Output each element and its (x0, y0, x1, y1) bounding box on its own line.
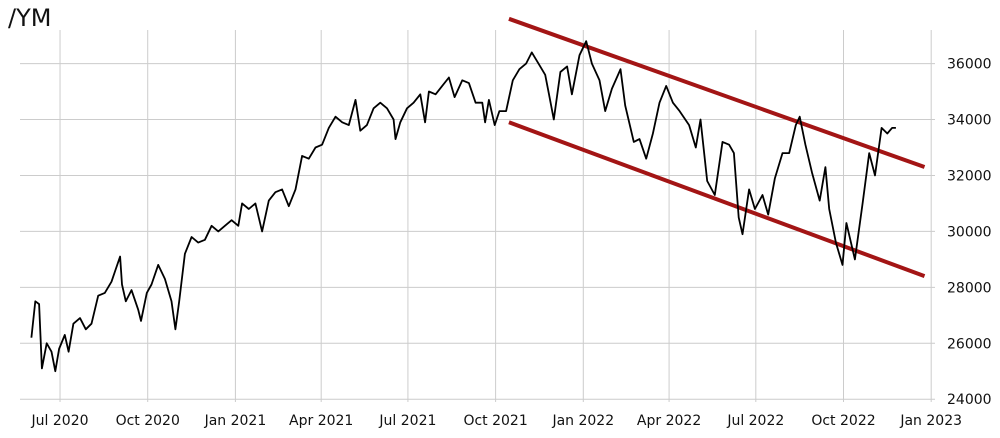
x-tick-label: Jul 2020 (31, 413, 89, 429)
y-tick-label: 30000 (947, 224, 992, 240)
x-tick-label: Jul 2021 (378, 413, 436, 429)
y-tick-label: 32000 (947, 168, 992, 184)
x-tick-label: Oct 2021 (463, 413, 527, 429)
x-tick-label: Jan 2021 (204, 413, 267, 429)
y-axis-ticks: 24000 26000 28000 30000 32000 34000 36000 (947, 57, 992, 409)
price-series-line (30, 40, 896, 373)
channel-trendline (508, 16, 926, 169)
y-tick-label: 24000 (947, 392, 992, 408)
x-axis-ticks: Jul 2020 Oct 2020 Jan 2021 Apr 2021 Jul 2021… (31, 413, 962, 429)
chart-title: /YM (8, 4, 52, 32)
x-tick-label: Jan 2022 (551, 413, 614, 429)
y-tick-label: 34000 (947, 113, 992, 129)
trendline-layer (508, 16, 926, 279)
x-tick-label: Apr 2021 (289, 413, 353, 429)
x-tick-label: Jul 2022 (726, 413, 784, 429)
y-tick-label: 28000 (947, 280, 992, 296)
y-tick-label: 26000 (947, 336, 992, 352)
grid-layer (20, 30, 935, 402)
y-tick-label: 36000 (947, 57, 992, 73)
x-tick-label: Oct 2020 (116, 413, 180, 429)
series-layer (30, 40, 896, 373)
x-tick-label: Apr 2022 (637, 413, 701, 429)
x-tick-label: Oct 2022 (811, 413, 875, 429)
x-tick-label: Jan 2023 (899, 413, 962, 429)
